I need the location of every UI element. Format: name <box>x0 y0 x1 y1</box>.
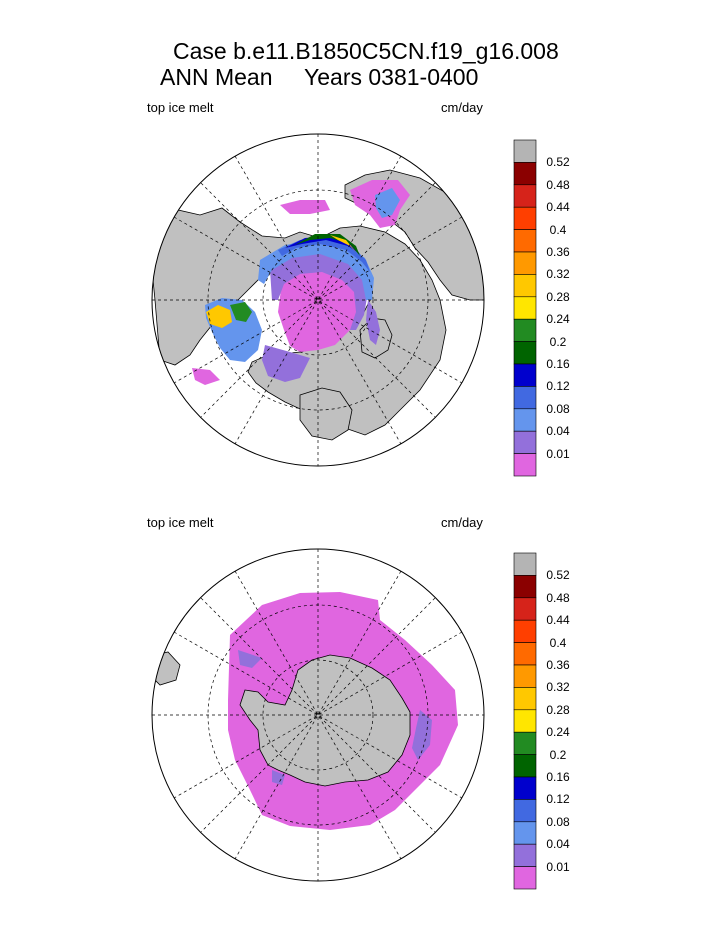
colorbar-north-tick-label: 0.28 <box>546 289 570 304</box>
panel1-units-label: cm/day <box>441 100 483 115</box>
north-polar-map <box>151 133 485 467</box>
colorbar-north-tick-label: 0.48 <box>546 177 570 192</box>
colorbar-north-swatch <box>513 162 537 186</box>
colorbar-north-tick-label: 0.32 <box>546 267 570 282</box>
north-ice-okhotsk <box>280 200 330 214</box>
colorbar-north-swatch <box>513 408 537 432</box>
colorbar-north-swatch <box>513 318 537 342</box>
north-ice-labrador <box>192 368 220 385</box>
colorbar-south <box>513 552 537 890</box>
panel1-variable-label: top ice melt <box>147 100 214 115</box>
figure-title-line1: Case b.e11.B1850C5CN.f19_g16.008 <box>173 38 559 64</box>
north-graticule <box>152 134 484 466</box>
north-ice-008 <box>258 240 374 300</box>
colorbar-north-swatch <box>513 229 537 253</box>
colorbar-south-swatch <box>513 754 537 778</box>
colorbar-south-swatch <box>513 709 537 733</box>
colorbar-north-tick-label: 0.24 <box>546 312 570 327</box>
colorbar-south-tick-label: 0.08 <box>546 814 570 829</box>
colorbar-south-swatch <box>513 821 537 845</box>
colorbar-north-tick-label: 0.16 <box>546 357 570 371</box>
colorbar-north-tick-label: 0.08 <box>546 401 570 416</box>
south-ice-east <box>412 710 432 760</box>
north-ice-pacific <box>262 345 310 382</box>
colorbar-north-tick-label: 0.36 <box>546 245 570 259</box>
colorbar-north-tick-label: 0.01 <box>546 446 570 461</box>
colorbar-south-swatch <box>513 731 537 755</box>
colorbar-south-tick-label: 0.48 <box>546 590 570 605</box>
colorbar-south-swatch <box>513 843 537 867</box>
colorbar-south-swatch <box>513 619 537 643</box>
colorbar-south-swatch <box>513 776 537 800</box>
south-land-islands <box>344 877 363 881</box>
colorbar-north-swatch <box>513 139 537 163</box>
colorbar-north-tick-label: 0.12 <box>546 379 570 394</box>
colorbar-south-tick-label: 0.12 <box>546 792 570 807</box>
south-map-border <box>151 548 485 882</box>
colorbar-south-tick-label: 0.4 <box>549 635 567 650</box>
colorbar-south-swatch <box>513 552 537 576</box>
south-graticule <box>152 549 484 881</box>
colorbar-south-tick-label: 0.28 <box>546 702 570 717</box>
north-ice-bering-blue <box>375 188 400 218</box>
colorbar-south-tick-label: 0.01 <box>546 859 570 874</box>
colorbar-north-tick-label: 0.04 <box>546 424 570 439</box>
colorbar-north-tick-label: 0.44 <box>546 200 570 215</box>
colorbar-south-swatch <box>513 664 537 688</box>
colorbar-south-tick-label: 0.32 <box>546 680 570 695</box>
colorbar-north-swatch <box>513 363 537 387</box>
north-land-scandinavia <box>299 387 353 441</box>
colorbar-north-swatch <box>513 274 537 298</box>
colorbar-north-swatch <box>513 453 537 477</box>
colorbar-south-swatch <box>513 799 537 823</box>
colorbar-south-tick-label: 0.24 <box>546 725 570 740</box>
colorbar-north-swatch <box>513 296 537 320</box>
north-ice-west-green <box>230 302 252 322</box>
colorbar-north-tick-label: 0.52 <box>546 155 570 170</box>
colorbar-north-swatch <box>513 386 537 410</box>
colorbar-south-tick-label: 0.36 <box>546 658 570 672</box>
colorbar-north-swatch <box>513 184 537 208</box>
colorbar-south-tick-label: 0.2 <box>549 747 567 762</box>
colorbar-south-tick-label: 0.44 <box>546 613 570 628</box>
colorbar-north-tick-label: 0.2 <box>549 334 567 349</box>
south-ice-004 <box>238 650 262 668</box>
colorbar-south-swatch <box>513 642 537 666</box>
colorbar-south-swatch <box>513 597 537 621</box>
colorbar-north-swatch <box>513 341 537 365</box>
north-ice-baffin <box>366 300 380 345</box>
colorbar-south-swatch <box>513 866 537 890</box>
figure-title-line2: ANN Mean Years 0381-0400 <box>160 64 479 90</box>
colorbar-north-swatch <box>513 430 537 454</box>
panel2-units-label: cm/day <box>441 515 483 530</box>
panel2-variable-label: top ice melt <box>147 515 214 530</box>
north-map-border <box>151 133 485 467</box>
north-ice-012 <box>278 238 370 272</box>
colorbar-south-tick-label: 0.52 <box>546 568 570 583</box>
south-land-antarctica <box>239 654 411 787</box>
colorbar-north-swatch <box>513 251 537 275</box>
colorbar-north-tick-label: 0.4 <box>549 222 567 237</box>
colorbar-south-tick-label: 0.16 <box>546 770 570 784</box>
north-ice-004 <box>270 252 368 330</box>
colorbar-north-swatch <box>513 206 537 230</box>
colorbar-north <box>513 139 537 477</box>
colorbar-south-swatch <box>513 687 537 711</box>
colorbar-south-swatch <box>513 575 537 599</box>
colorbar-south-tick-label: 0.04 <box>546 837 570 852</box>
south-ice-ross <box>272 770 285 785</box>
south-polar-map <box>151 548 485 882</box>
north-ice-west-warm <box>206 305 232 328</box>
